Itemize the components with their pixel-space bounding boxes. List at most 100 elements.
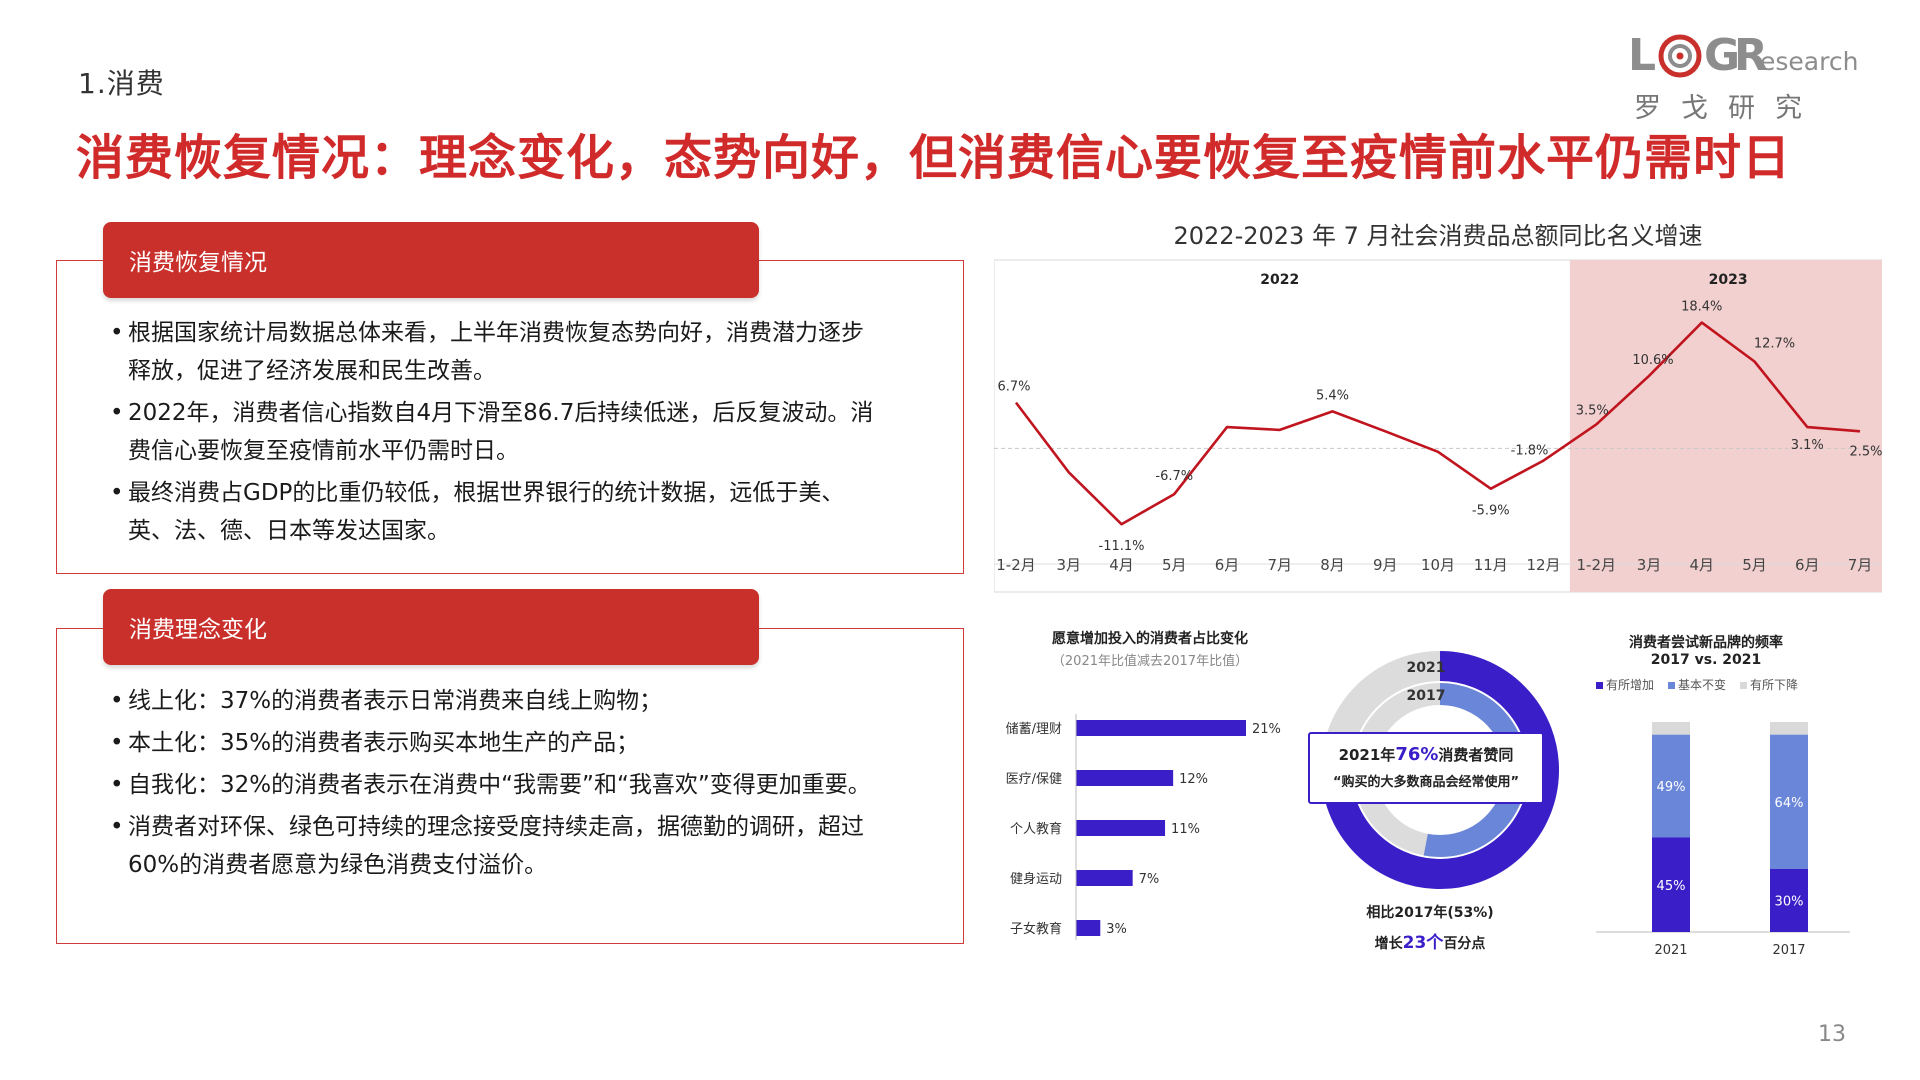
company-logo: L G R esearch 罗戈研究 [1628,26,1858,126]
horizontal-bar-chart: 储蓄/理财 21% 医疗/保健 12% 个人教育 11% 健身运动 7% 子女教育 3% [1006,714,1281,940]
bar [1076,820,1166,836]
list-item: 消费者对环保、绿色可持续的理念接受度持续走高，据德勤的调研，超过60%的消费者愿… [110,808,880,884]
list-item: 自我化：32%的消费者表示在消费中“我需要”和“我喜欢”变得更加重要。 [110,766,880,804]
donut-note-prefix: 增长 [1374,936,1403,952]
x-tick-label: 1-2月 [996,556,1036,574]
bar-chart-subtitle: （2021年比值减去2017年比值） [1051,654,1249,669]
stacked-segment-label: 49% [1657,780,1686,795]
data-label: 10.6% [1632,353,1673,368]
data-label: 3.1% [1791,438,1824,453]
page-number: 13 [1818,1022,1846,1047]
stacked-segment [1770,869,1808,932]
donut-callout: 2021年76%消费者赞同 “购买的大多数商品会经常使用” [1308,732,1544,804]
svg-text:esearch: esearch [1760,47,1858,76]
list-item: 本土化：35%的消费者表示购买本地生产的产品； [110,724,880,762]
section-label: 1.消费 [78,67,165,100]
bar-value-label: 7% [1139,872,1160,887]
bar-category-label: 储蓄/理财 [1006,722,1062,737]
data-label: -11.1% [1099,539,1145,554]
stacked-segment-label: 45% [1657,879,1686,894]
x-tick-label: 3月 [1056,556,1081,574]
donut-note-line1: 相比2017年(53%) [1366,905,1494,921]
stacked-category-label: 2021 [1654,943,1687,958]
list-item: 线上化：37%的消费者表示日常消费来自线上购物； [110,682,880,720]
svg-text:G: G [1704,30,1740,81]
donut-callout-suffix: 消费者赞同 [1438,746,1514,764]
bar-value-label: 3% [1106,922,1127,937]
stacked-segment-label: 30% [1775,895,1804,910]
x-tick-label: 12月 [1526,556,1560,574]
x-tick-label: 10月 [1421,556,1455,574]
legend-item-increase: 有所增加 [1596,676,1654,693]
donut-callout-quote: “购买的大多数商品会经常使用” [1332,775,1520,790]
legend-label: 有所增加 [1606,678,1655,692]
legend-swatch [1740,682,1748,689]
donut-note-suffix: 百分点 [1443,936,1486,952]
donut-callout-value: 76% [1395,744,1439,765]
bar [1076,870,1133,886]
box-consumption-recovery-heading: 消费恢复情况 [103,222,759,298]
legend-item-decrease: 有所下降 [1740,676,1798,693]
bar-value-label: 21% [1252,722,1281,737]
bar-chart-header: 愿意增加投入的消费者占比变化 （2021年比值减去2017年比值） [1000,628,1300,669]
stacked-bar-chart: 45% 49% 2021 30% 64% 2017 [1596,722,1850,958]
legend-item-same: 基本不变 [1668,676,1726,693]
x-tick-label: 5月 [1162,556,1187,574]
list-item: 最终消费占GDP的比重仍较低，根据世界银行的统计数据，远低于美、英、法、德、日本… [110,474,880,550]
svg-text:R: R [1734,30,1768,81]
stacked-segment [1652,722,1690,735]
stacked-segment [1652,837,1690,932]
bar [1076,770,1174,786]
x-tick-label: 1-2月 [1577,556,1617,574]
box-consumption-concept-heading: 消费理念变化 [103,589,759,665]
donut-callout-prefix: 2021年 [1338,746,1396,764]
bar-value-label: 11% [1171,822,1200,837]
data-label: -6.7% [1155,469,1193,484]
legend-label: 基本不变 [1678,678,1727,692]
donut-note: 相比2017年(53%) 增长23个百分点 [1330,902,1530,953]
bar [1076,920,1101,936]
bar-category-label: 医疗/保健 [1006,772,1062,787]
stacked-chart-header: 消费者尝试新品牌的频率 2017 vs. 2021 [1586,632,1826,668]
group-label-2023: 2023 [1709,272,1748,288]
series-line [1014,321,1861,526]
x-tick-label: 6月 [1795,556,1820,574]
box-consumption-recovery-bullets: 根据国家统计局数据总体来看，上半年消费恢复态势向好，消费潜力逐步释放，促进了经济… [110,314,880,554]
data-label: 6.7% [997,380,1030,395]
data-label: 12.7% [1754,337,1795,352]
logo-mark: L G R esearch [1628,30,1858,81]
bar-value-label: 12% [1179,772,1208,787]
stacked-segment-label: 64% [1775,796,1804,811]
donut-ring-label-2017: 2017 [1407,688,1446,704]
x-tick-label: 4月 [1689,556,1714,574]
page-title: 消费恢复情况：理念变化，态势向好，但消费信心要恢复至疫情前水平仍需时日 [76,130,1792,186]
data-label: 18.4% [1681,300,1722,315]
stacked-segment [1770,734,1808,869]
data-label: 2.5% [1849,444,1882,459]
line-chart-title: 2022-2023 年 7 月社会消费品总额同比名义增速 [1173,222,1703,250]
stacked-segment [1770,722,1808,735]
donut-callout-line1: 2021年76%消费者赞同 [1310,744,1542,765]
bar-chart-title: 愿意增加投入的消费者占比变化 [1052,631,1248,647]
box-consumption-recovery-heading-text: 消费恢复情况 [129,250,267,276]
x-tick-label: 4月 [1109,556,1134,574]
shaded-region-2023 [1569,260,1882,592]
data-label: -5.9% [1472,504,1510,519]
box-consumption-concept-heading-text: 消费理念变化 [129,617,267,643]
x-tick-label: 11月 [1474,556,1508,574]
donut-ring-label-2021: 2021 [1407,660,1446,676]
logo-subtitle: 罗戈研究 [1634,93,1822,124]
group-label-2022: 2022 [1260,272,1299,288]
stacked-segment [1652,734,1690,838]
svg-text:L: L [1628,30,1656,81]
legend-swatch [1596,682,1603,689]
x-tick-label: 3月 [1637,556,1662,574]
line-chart: 2022 2023 6.7% -11.1% -6.7% 5.4% -5.9% -1.8% 3.5… [994,259,1882,593]
data-label: 3.5% [1576,403,1609,418]
bar-category-label: 健身运动 [1010,871,1062,887]
legend-swatch [1668,682,1676,689]
x-tick-label: 7月 [1267,556,1292,574]
legend-label: 有所下降 [1750,678,1799,692]
donut-note-line2: 增长23个百分点 [1330,928,1530,953]
x-tick-label: 9月 [1373,556,1398,574]
